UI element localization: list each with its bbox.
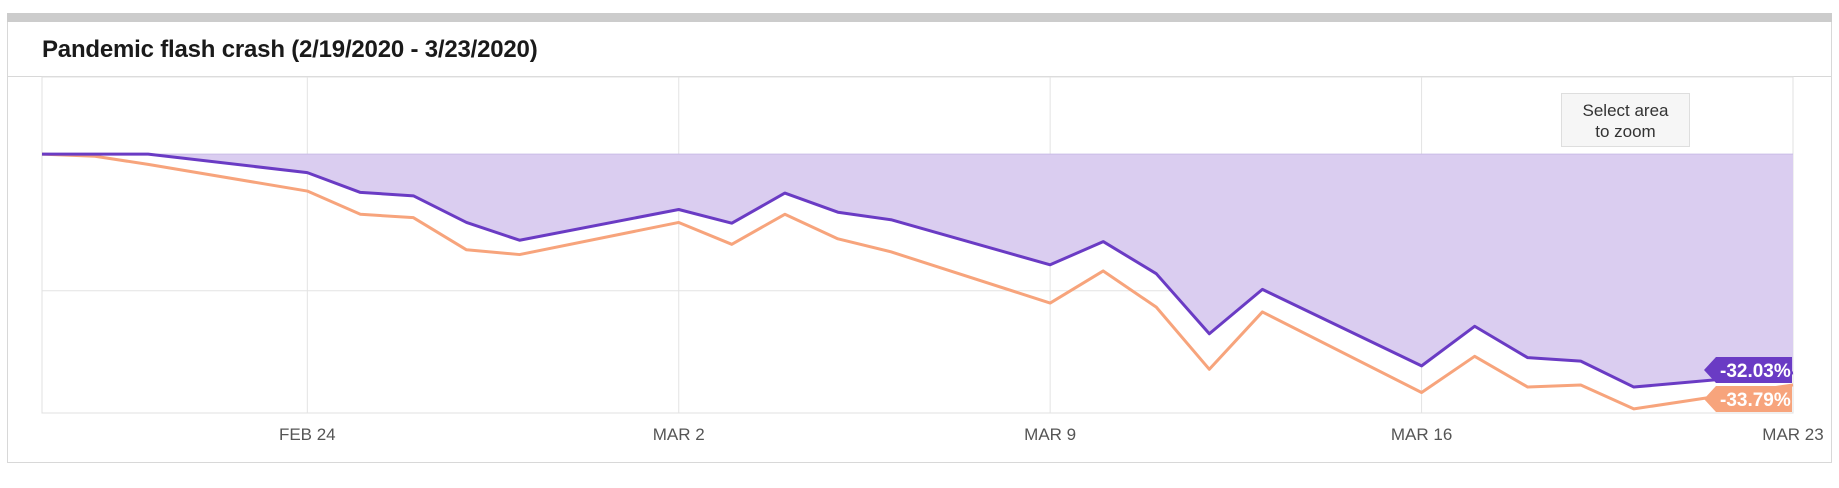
end-value-flag-1: -32.03%: [1704, 357, 1792, 383]
x-tick-label: MAR 2: [653, 425, 705, 444]
end-value-label: -33.79%: [1720, 390, 1791, 411]
end-value-flag-shape: [1704, 357, 1792, 383]
select-area-to-zoom-button[interactable]: Select area to zoom: [1561, 93, 1690, 147]
x-tick-label: FEB 24: [279, 425, 336, 444]
chart-title: Pandemic flash crash (2/19/2020 - 3/23/2…: [42, 36, 538, 63]
x-tick-label: MAR 16: [1391, 425, 1452, 444]
end-value-flag-2: -33.79%: [1704, 386, 1792, 412]
end-value-flag-shape: [1704, 386, 1792, 412]
series-line-2: [41, 152, 1794, 411]
drawdown-area: [42, 154, 1793, 388]
chart-card: Pandemic flash crash (2/19/2020 - 3/23/2…: [7, 22, 1832, 463]
zoom-button-line1: Select area: [1582, 101, 1669, 120]
end-value-label: -32.03%: [1720, 361, 1791, 382]
x-tick-label: MAR 23: [1762, 425, 1823, 444]
series-line-1: [42, 152, 1794, 389]
top-accent-bar: [7, 13, 1832, 22]
x-tick-label: MAR 9: [1024, 425, 1076, 444]
zoom-button-line2: to zoom: [1595, 122, 1656, 141]
